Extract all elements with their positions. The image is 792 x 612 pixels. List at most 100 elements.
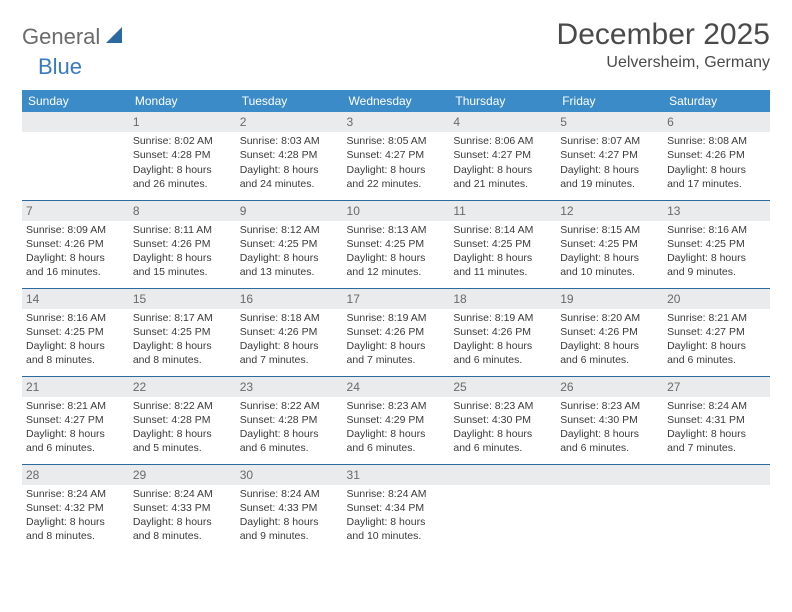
day-details: Sunrise: 8:24 AMSunset: 4:31 PMDaylight:…: [663, 397, 770, 460]
day-cell: 14Sunrise: 8:16 AMSunset: 4:25 PMDayligh…: [22, 288, 129, 376]
day-cell: 10Sunrise: 8:13 AMSunset: 4:25 PMDayligh…: [343, 200, 450, 288]
logo-sail-icon: [104, 25, 126, 50]
logo: General: [22, 24, 128, 50]
day-cell: 18Sunrise: 8:19 AMSunset: 4:26 PMDayligh…: [449, 288, 556, 376]
sunset-line: Sunset: 4:25 PM: [453, 237, 552, 251]
day-number: 1: [129, 112, 236, 132]
sunrise-line: Sunrise: 8:21 AM: [26, 399, 125, 413]
day-number: 17: [343, 289, 450, 309]
daylight-line: Daylight: 8 hours and 10 minutes.: [347, 515, 446, 543]
day-number: 22: [129, 377, 236, 397]
day-details: Sunrise: 8:22 AMSunset: 4:28 PMDaylight:…: [236, 397, 343, 460]
sunrise-line: Sunrise: 8:06 AM: [453, 134, 552, 148]
day-number: 6: [663, 112, 770, 132]
day-number: 18: [449, 289, 556, 309]
day-details: Sunrise: 8:16 AMSunset: 4:25 PMDaylight:…: [663, 221, 770, 284]
sunset-line: Sunset: 4:26 PM: [667, 148, 766, 162]
sunset-line: Sunset: 4:33 PM: [133, 501, 232, 515]
daylight-line: Daylight: 8 hours and 11 minutes.: [453, 251, 552, 279]
day-number-empty: [663, 465, 770, 485]
daylight-line: Daylight: 8 hours and 9 minutes.: [667, 251, 766, 279]
sunrise-line: Sunrise: 8:19 AM: [453, 311, 552, 325]
sunset-line: Sunset: 4:31 PM: [667, 413, 766, 427]
sunrise-line: Sunrise: 8:21 AM: [667, 311, 766, 325]
sunrise-line: Sunrise: 8:23 AM: [560, 399, 659, 413]
sunrise-line: Sunrise: 8:14 AM: [453, 223, 552, 237]
sunset-line: Sunset: 4:27 PM: [560, 148, 659, 162]
sunset-line: Sunset: 4:28 PM: [240, 413, 339, 427]
day-header: Tuesday: [236, 90, 343, 112]
day-number: 9: [236, 201, 343, 221]
sunrise-line: Sunrise: 8:18 AM: [240, 311, 339, 325]
location: Uelversheim, Germany: [557, 54, 770, 72]
sunset-line: Sunset: 4:29 PM: [347, 413, 446, 427]
day-cell: 8Sunrise: 8:11 AMSunset: 4:26 PMDaylight…: [129, 200, 236, 288]
day-number: 31: [343, 465, 450, 485]
week-row: 7Sunrise: 8:09 AMSunset: 4:26 PMDaylight…: [22, 200, 770, 288]
logo-word1: General: [22, 24, 100, 50]
sunrise-line: Sunrise: 8:16 AM: [26, 311, 125, 325]
sunrise-line: Sunrise: 8:23 AM: [453, 399, 552, 413]
day-number-empty: [22, 112, 129, 132]
daylight-line: Daylight: 8 hours and 8 minutes.: [133, 339, 232, 367]
day-number: 19: [556, 289, 663, 309]
day-cell: 16Sunrise: 8:18 AMSunset: 4:26 PMDayligh…: [236, 288, 343, 376]
sunset-line: Sunset: 4:26 PM: [347, 325, 446, 339]
day-cell: 30Sunrise: 8:24 AMSunset: 4:33 PMDayligh…: [236, 464, 343, 552]
sunset-line: Sunset: 4:30 PM: [453, 413, 552, 427]
daylight-line: Daylight: 8 hours and 19 minutes.: [560, 163, 659, 191]
day-cell: 23Sunrise: 8:22 AMSunset: 4:28 PMDayligh…: [236, 376, 343, 464]
sunset-line: Sunset: 4:28 PM: [240, 148, 339, 162]
day-cell: 3Sunrise: 8:05 AMSunset: 4:27 PMDaylight…: [343, 112, 450, 200]
sunrise-line: Sunrise: 8:20 AM: [560, 311, 659, 325]
day-cell: 7Sunrise: 8:09 AMSunset: 4:26 PMDaylight…: [22, 200, 129, 288]
sunset-line: Sunset: 4:30 PM: [560, 413, 659, 427]
sunset-line: Sunset: 4:27 PM: [26, 413, 125, 427]
sunrise-line: Sunrise: 8:22 AM: [133, 399, 232, 413]
day-header: Saturday: [663, 90, 770, 112]
day-cell: [556, 464, 663, 552]
sunrise-line: Sunrise: 8:08 AM: [667, 134, 766, 148]
sunset-line: Sunset: 4:27 PM: [453, 148, 552, 162]
day-number: 29: [129, 465, 236, 485]
day-number: 14: [22, 289, 129, 309]
day-details: Sunrise: 8:23 AMSunset: 4:30 PMDaylight:…: [556, 397, 663, 460]
day-cell: 26Sunrise: 8:23 AMSunset: 4:30 PMDayligh…: [556, 376, 663, 464]
day-cell: 11 Sunrise: 8:14 AMSunset: 4:25 PMDayligh…: [449, 200, 556, 288]
sunset-line: Sunset: 4:34 PM: [347, 501, 446, 515]
day-cell: 5Sunrise: 8:07 AMSunset: 4:27 PMDaylight…: [556, 112, 663, 200]
sunset-line: Sunset: 4:25 PM: [133, 325, 232, 339]
sunrise-line: Sunrise: 8:03 AM: [240, 134, 339, 148]
day-number: 4: [449, 112, 556, 132]
daylight-line: Daylight: 8 hours and 7 minutes.: [347, 339, 446, 367]
day-header-row: Sunday Monday Tuesday Wednesday Thursday…: [22, 90, 770, 112]
day-details: Sunrise: 8:03 AMSunset: 4:28 PMDaylight:…: [236, 132, 343, 195]
sunset-line: Sunset: 4:28 PM: [133, 148, 232, 162]
day-cell: 2Sunrise: 8:03 AMSunset: 4:28 PMDaylight…: [236, 112, 343, 200]
day-details: Sunrise: 8:19 AMSunset: 4:26 PMDaylight:…: [449, 309, 556, 372]
day-details: Sunrise: 8:09 AMSunset: 4:26 PMDaylight:…: [22, 221, 129, 284]
daylight-line: Daylight: 8 hours and 6 minutes.: [560, 427, 659, 455]
sunrise-line: Sunrise: 8:13 AM: [347, 223, 446, 237]
day-number: 23: [236, 377, 343, 397]
daylight-line: Daylight: 8 hours and 21 minutes.: [453, 163, 552, 191]
daylight-line: Daylight: 8 hours and 17 minutes.: [667, 163, 766, 191]
sunset-line: Sunset: 4:25 PM: [347, 237, 446, 251]
sunrise-line: Sunrise: 8:12 AM: [240, 223, 339, 237]
daylight-line: Daylight: 8 hours and 13 minutes.: [240, 251, 339, 279]
day-number: 7: [22, 201, 129, 221]
logo-word2: Blue: [38, 54, 82, 80]
sunrise-line: Sunrise: 8:19 AM: [347, 311, 446, 325]
daylight-line: Daylight: 8 hours and 22 minutes.: [347, 163, 446, 191]
daylight-line: Daylight: 8 hours and 7 minutes.: [240, 339, 339, 367]
daylight-line: Daylight: 8 hours and 8 minutes.: [133, 515, 232, 543]
day-number: 11: [449, 201, 556, 221]
sunrise-line: Sunrise: 8:24 AM: [347, 487, 446, 501]
sunrise-line: Sunrise: 8:16 AM: [667, 223, 766, 237]
sunrise-line: Sunrise: 8:09 AM: [26, 223, 125, 237]
sunset-line: Sunset: 4:25 PM: [667, 237, 766, 251]
day-number-empty: [556, 465, 663, 485]
day-details: Sunrise: 8:02 AMSunset: 4:28 PMDaylight:…: [129, 132, 236, 195]
sunset-line: Sunset: 4:25 PM: [26, 325, 125, 339]
day-details: Sunrise: 8:11 AMSunset: 4:26 PMDaylight:…: [129, 221, 236, 284]
